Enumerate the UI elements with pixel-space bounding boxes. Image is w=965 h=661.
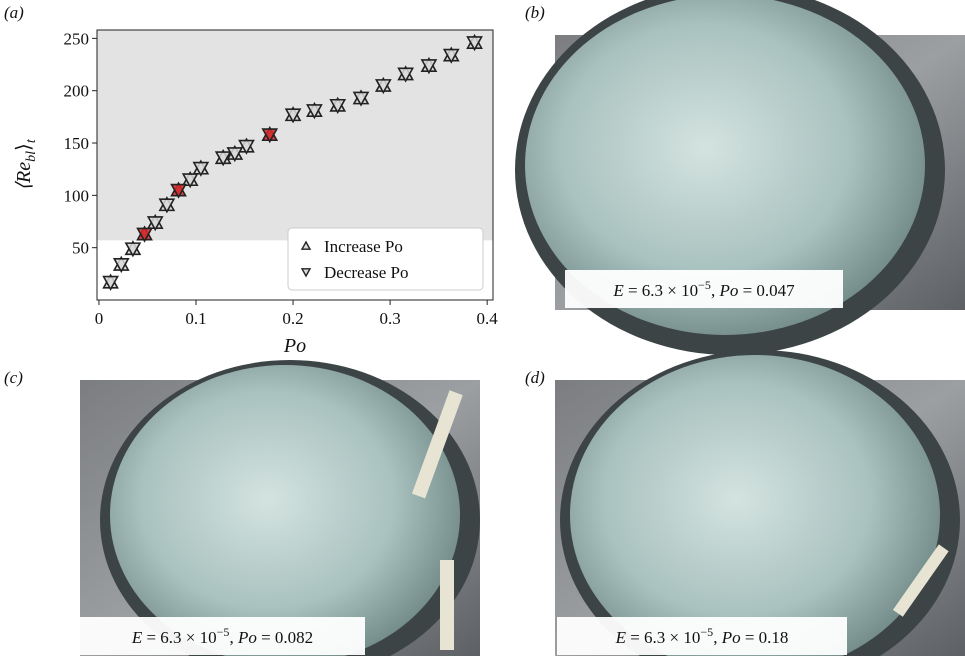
- caption-e: E: [612, 281, 624, 300]
- x-axis-label: Po: [283, 335, 306, 357]
- y-tick-label: 150: [64, 134, 90, 153]
- scatter-point: [261, 128, 279, 144]
- x-tick-label: 0.1: [185, 309, 206, 328]
- caption-e: E: [131, 628, 143, 647]
- axes-frame: [96, 29, 494, 301]
- scatter-point: [226, 147, 244, 163]
- photo-caption: E = 6.3 × 10−5, Po = 0.082: [131, 625, 313, 647]
- scatter-point: [284, 108, 302, 124]
- caption-value: = 0.18: [741, 628, 789, 647]
- caption-po: Po: [721, 628, 741, 647]
- panel-label: (d): [525, 368, 545, 387]
- y-label-close: ⟩: [13, 143, 35, 151]
- legend-label: Decrease Po: [324, 263, 409, 282]
- y-label-open: ⟨Re: [13, 162, 35, 191]
- scatter-point: [329, 98, 347, 114]
- caption-sep: ,: [229, 628, 238, 647]
- legend-marker: [300, 240, 312, 250]
- x-tick-label: 0.3: [379, 309, 400, 328]
- caption-mantissa: = 6.3 × 10: [624, 281, 698, 300]
- panel-label: (a): [4, 3, 24, 22]
- scatter-point: [170, 183, 187, 199]
- photo-d: [555, 350, 965, 661]
- caption-exponent: −5: [698, 278, 711, 292]
- caption-box: [557, 617, 847, 655]
- caption-mantissa: = 6.3 × 10: [142, 628, 216, 647]
- scatter-point: [466, 36, 483, 52]
- y-tick-label: 250: [64, 29, 90, 48]
- scatter-point: [136, 227, 153, 243]
- panel-label: (b): [525, 3, 545, 22]
- y-axis-label: ⟨Rebl⟩t: [13, 138, 39, 191]
- scatter-point: [214, 151, 232, 167]
- scatter-point: [102, 275, 119, 291]
- legend-box: [287, 227, 484, 291]
- scatter-point: [112, 258, 130, 274]
- caption-sep: ,: [711, 281, 720, 300]
- y-label-sub: bl: [24, 151, 39, 162]
- scatter-point: [306, 104, 323, 120]
- caption-exponent: −5: [217, 625, 230, 639]
- scatter-point: [238, 139, 255, 155]
- photo-b: [515, 0, 965, 355]
- scatter-point: [420, 59, 438, 75]
- caption-value: = 0.047: [738, 281, 795, 300]
- scatter-point: [146, 216, 164, 232]
- legend-label: Increase Po: [324, 237, 403, 256]
- caption-box: [80, 617, 365, 655]
- caption-po: Po: [718, 281, 738, 300]
- scatter-point: [374, 79, 392, 95]
- y-tick-label: 200: [64, 82, 90, 101]
- scatter-point: [397, 67, 415, 83]
- legend-marker: [300, 268, 312, 278]
- caption-mantissa: = 6.3 × 10: [626, 628, 700, 647]
- y-label-sub2: t: [24, 138, 39, 143]
- y-tick-label: 100: [64, 186, 90, 205]
- panel-label: (c): [4, 368, 23, 387]
- photo-caption: E = 6.3 × 10−5, Po = 0.047: [612, 278, 795, 300]
- caption-sep: ,: [713, 628, 722, 647]
- photo-c: [80, 360, 480, 661]
- x-tick-label: 0.2: [282, 309, 303, 328]
- photo-caption: E = 6.3 × 10−5, Po = 0.18: [615, 625, 789, 647]
- caption-e: E: [615, 628, 627, 647]
- scatter-point: [192, 161, 210, 177]
- x-tick-label: 0: [95, 309, 104, 328]
- caption-value: = 0.082: [257, 628, 313, 647]
- caption-po: Po: [237, 628, 257, 647]
- caption-box: [565, 270, 843, 308]
- caption-exponent: −5: [700, 625, 713, 639]
- scatter-point: [124, 242, 142, 258]
- y-tick-label: 50: [72, 239, 89, 258]
- scatter-point: [352, 91, 370, 107]
- x-tick-label: 0.4: [477, 309, 499, 328]
- scatter-point: [181, 173, 199, 189]
- scatter-point: [442, 48, 460, 64]
- scatter-point: [158, 198, 176, 214]
